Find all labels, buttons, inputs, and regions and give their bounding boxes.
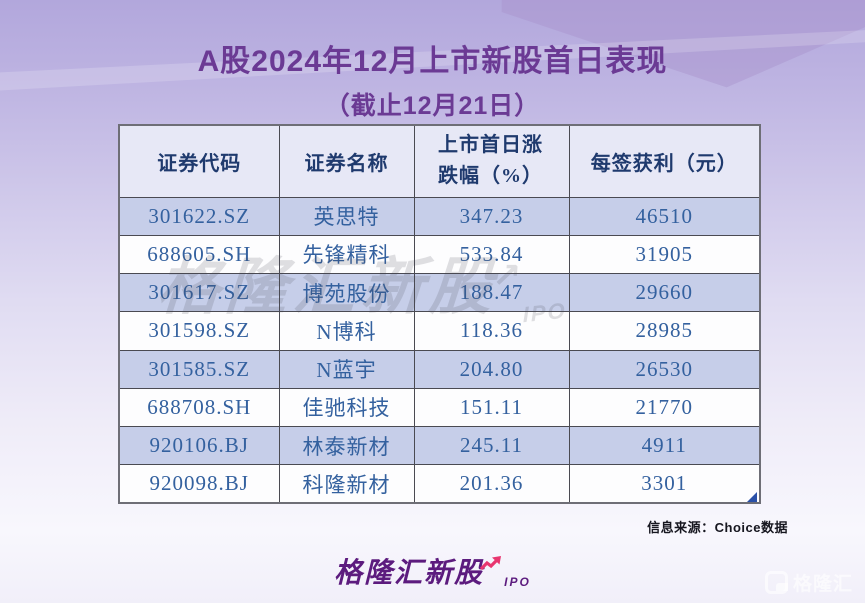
cell-change-pct: 118.36 xyxy=(413,311,570,351)
page-subtitle: （截止12月21日） xyxy=(324,92,541,120)
gelonghui-xingu-logo: 格隆汇新股 IPO xyxy=(0,551,865,591)
data-table: 证券代码 证券名称 上市首日涨跌幅（%） 每签获利（元） 301622.SZ 英思… xyxy=(118,124,761,504)
cell-profit: 3301 xyxy=(568,464,761,504)
table-row: 920098.BJ 科隆新材 201.36 3301 xyxy=(118,464,761,504)
table-row: 301622.SZ 英思特 347.23 46510 xyxy=(118,196,761,236)
gelonghui-g-icon xyxy=(764,571,788,594)
cell-code: 301617.SZ xyxy=(118,272,280,313)
cell-code: 920098.BJ xyxy=(118,464,280,504)
cell-name: 英思特 xyxy=(278,196,415,236)
selection-fill-handle xyxy=(747,492,757,502)
gelonghui-watermark-logo: 格隆汇 xyxy=(764,569,853,596)
header-row: 证券代码 证券名称 上市首日涨跌幅（%） 每签获利（元） xyxy=(118,124,761,198)
cell-code: 688605.SH xyxy=(118,234,280,275)
cell-change-pct: 347.23 xyxy=(413,196,570,236)
cell-change-pct: 533.84 xyxy=(413,234,570,275)
cell-code: 301585.SZ xyxy=(118,349,280,389)
title-block: A股2024年12月上市新股首日表现 （截止12月21日） xyxy=(0,36,865,122)
cell-profit: 28985 xyxy=(568,311,761,351)
table-body: 301622.SZ 英思特 347.23 46510 688605.SH 先锋精科 533.… xyxy=(118,196,761,504)
cell-code: 301622.SZ xyxy=(118,196,280,236)
col-header-name: 证券名称 xyxy=(278,124,415,198)
ipo-table: 证券代码 证券名称 上市首日涨跌幅（%） 每签获利（元） 301622.SZ 英思… xyxy=(118,124,761,504)
cell-change-pct: 245.11 xyxy=(413,425,570,466)
cell-name: 博苑股份 xyxy=(278,272,415,313)
col-header-change: 上市首日涨跌幅（%） xyxy=(413,124,570,198)
logo-text: 格隆汇新股 xyxy=(334,557,485,588)
cell-name: 林泰新材 xyxy=(278,425,415,466)
table-row: 688605.SH 先锋精科 533.84 31905 xyxy=(118,234,761,275)
cell-name: 先锋精科 xyxy=(278,234,415,275)
table-row: 920106.BJ 林泰新材 245.11 4911 xyxy=(118,425,761,466)
cell-change-pct: 151.11 xyxy=(413,387,570,428)
gelonghui-watermark-text: 格隆汇 xyxy=(792,574,853,595)
cell-code: 301598.SZ xyxy=(118,311,280,351)
cell-profit: 31905 xyxy=(568,234,761,275)
trend-arrow-icon xyxy=(480,556,502,571)
table-row: 301598.SZ N博科 118.36 28985 xyxy=(118,311,761,351)
cell-profit: 46510 xyxy=(568,196,761,236)
cell-change-pct: 188.47 xyxy=(413,272,570,313)
cell-profit: 4911 xyxy=(568,425,761,466)
table-row: 301617.SZ 博苑股份 188.47 29660 xyxy=(118,272,761,313)
cell-profit: 29660 xyxy=(568,272,761,313)
cell-change-pct: 204.80 xyxy=(413,349,570,389)
cell-name: 科隆新材 xyxy=(278,464,415,504)
col-header-code: 证券代码 xyxy=(118,124,280,198)
cell-name: 佳驰科技 xyxy=(278,387,415,428)
cell-profit: 26530 xyxy=(568,349,761,389)
cell-code: 920106.BJ xyxy=(118,425,280,466)
source-note: 信息来源：Choice数据 xyxy=(647,520,788,535)
col-header-profit: 每签获利（元） xyxy=(568,124,761,198)
table-row: 301585.SZ N蓝宇 204.80 26530 xyxy=(118,349,761,389)
cell-name: N博科 xyxy=(278,311,415,351)
cell-change-pct: 201.36 xyxy=(413,464,570,504)
cell-profit: 21770 xyxy=(568,387,761,428)
logo-ipo-label: IPO xyxy=(504,575,531,589)
cell-code: 688708.SH xyxy=(118,387,280,428)
cell-name: N蓝宇 xyxy=(278,349,415,389)
table-row: 688708.SH 佳驰科技 151.11 21770 xyxy=(118,387,761,428)
page-title: A股2024年12月上市新股首日表现 xyxy=(197,45,668,78)
